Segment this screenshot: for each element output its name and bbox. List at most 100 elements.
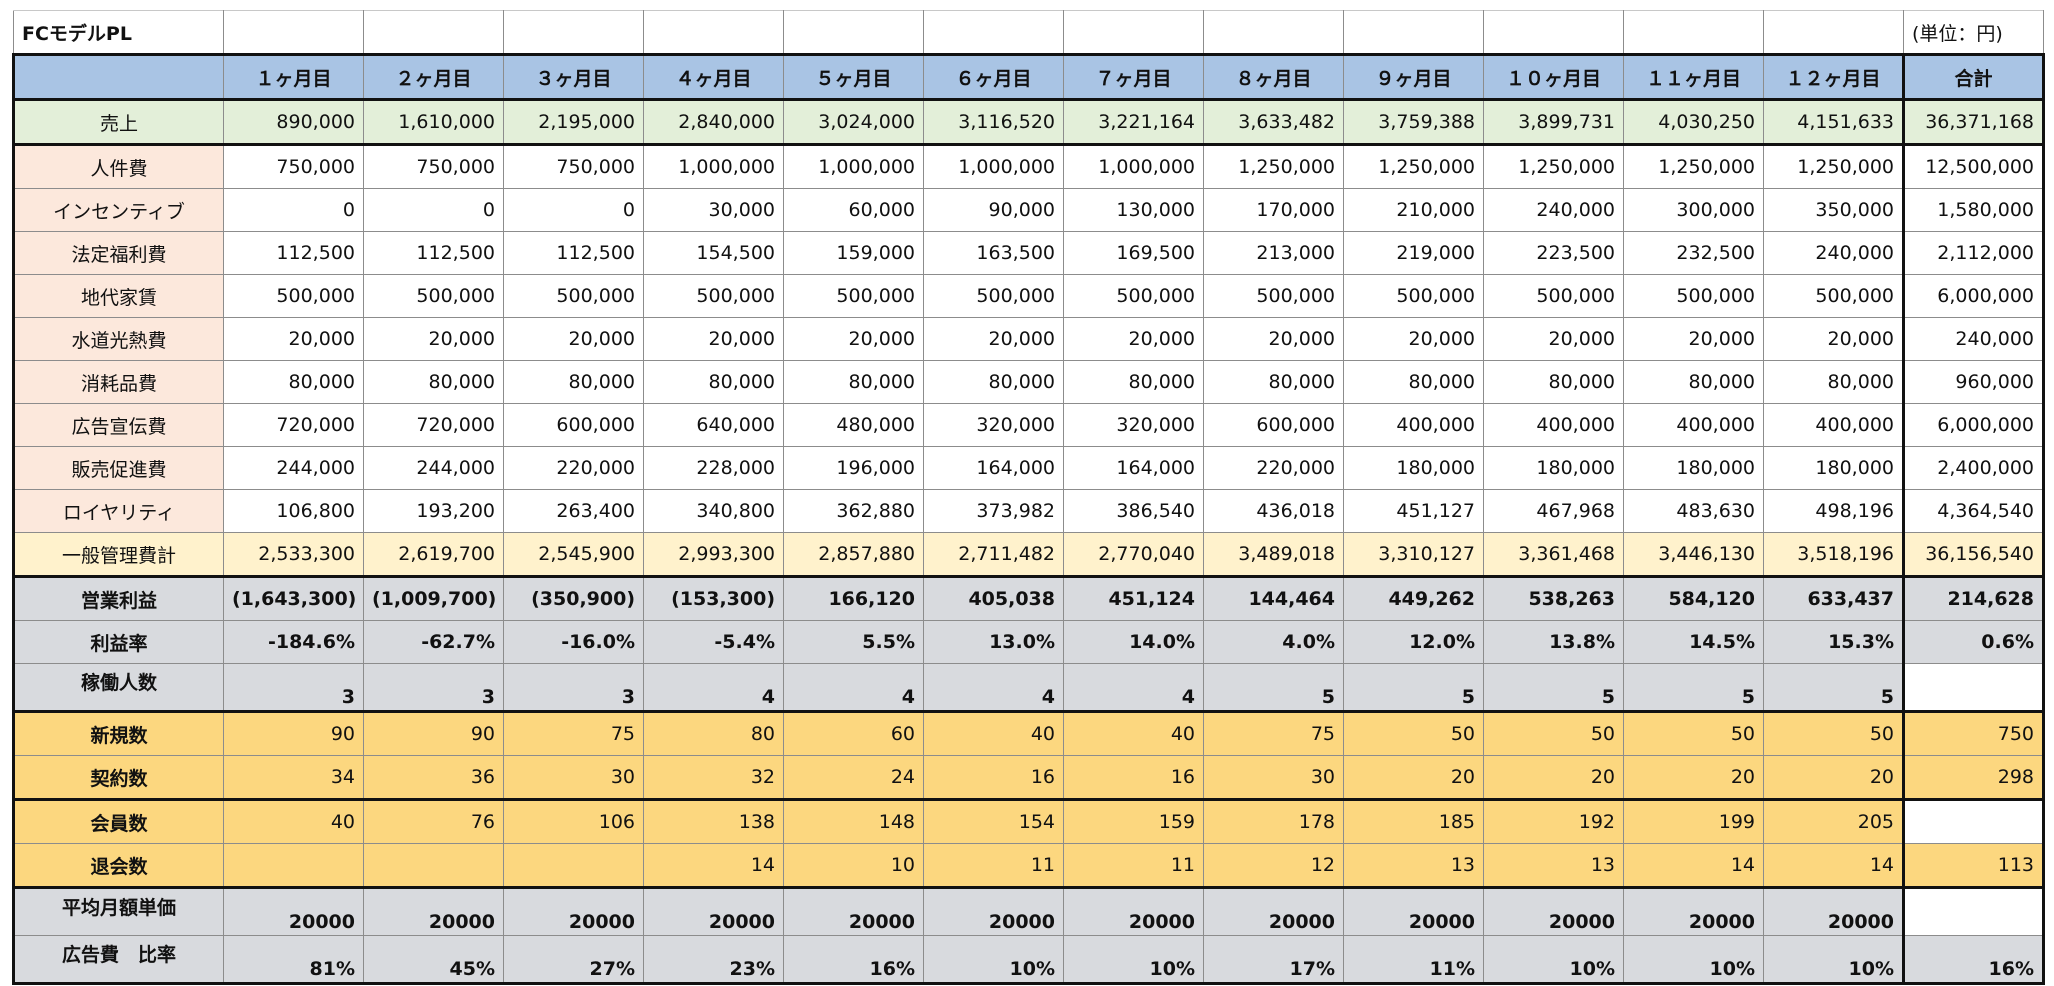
value-cell: 500,000 [643, 274, 784, 318]
value-cell: 2,840,000 [643, 99, 784, 146]
table-row: 稼働人数 3 3 3 4 4 4 4 5 5 5 5 5 [12, 663, 2045, 713]
value-cell: 11 [1063, 843, 1204, 889]
value-cell: 1,250,000 [1203, 144, 1344, 189]
value-cell: 1,000,000 [783, 144, 924, 189]
column-header-month: １ヶ月目 [223, 53, 364, 101]
value-cell: 219,000 [1343, 231, 1484, 275]
value-cell: 76 [363, 799, 504, 844]
table-row: 利益率 -184.6% -62.7% -16.0% -5.4% 5.5% 13.0% 14.0… [12, 620, 2045, 664]
value-cell: 40 [923, 711, 1064, 756]
value-cell: 1,610,000 [363, 99, 504, 146]
value-cell: 180,000 [1763, 446, 1904, 490]
value-cell: 2,857,880 [783, 532, 924, 578]
value-cell: 451,127 [1343, 489, 1484, 533]
value-cell [363, 843, 504, 889]
value-cell: 205 [1763, 799, 1904, 844]
row-label: 消耗品費 [12, 360, 224, 404]
total-cell: 2,112,000 [1902, 231, 2045, 275]
value-cell: 2,195,000 [503, 99, 644, 146]
value-cell: 3,899,731 [1483, 99, 1624, 146]
value-cell [503, 843, 644, 889]
column-header-month: ４ヶ月目 [643, 53, 784, 101]
value-cell: 10% [1063, 935, 1204, 985]
total-cell: 6,000,000 [1902, 274, 2045, 318]
value-cell: 80,000 [1203, 360, 1344, 404]
value-cell: 373,982 [923, 489, 1064, 533]
row-label: 地代家賃 [12, 274, 224, 318]
value-cell: 32 [643, 755, 784, 801]
value-cell: 500,000 [923, 274, 1064, 318]
total-cell: 6,000,000 [1902, 403, 2045, 447]
table-row: 販売促進費 244,000 244,000 220,000 228,000 196,000… [12, 446, 2045, 490]
value-cell: 166,120 [783, 576, 924, 621]
value-cell: 16% [783, 935, 924, 985]
column-header-month: ７ヶ月目 [1063, 53, 1204, 101]
value-cell: 12.0% [1343, 620, 1484, 664]
value-cell: 405,038 [923, 576, 1064, 621]
value-cell: 14 [1623, 843, 1764, 889]
value-cell: 451,124 [1063, 576, 1204, 621]
value-cell: 60 [783, 711, 924, 756]
value-cell: 80,000 [223, 360, 364, 404]
value-cell: 80,000 [783, 360, 924, 404]
value-cell: 436,018 [1203, 489, 1344, 533]
value-cell: 90 [223, 711, 364, 756]
value-cell: 20000 [1483, 887, 1624, 936]
row-label: 平均月額単価 [12, 887, 224, 936]
value-cell: 1,000,000 [643, 144, 784, 189]
value-cell: 640,000 [643, 403, 784, 447]
value-cell: 400,000 [1763, 403, 1904, 447]
column-header-total: 合計 [1902, 53, 2045, 101]
value-cell: 20,000 [1343, 317, 1484, 361]
total-cell [1902, 799, 2045, 844]
value-cell: 185 [1343, 799, 1484, 844]
row-label: 水道光熱費 [12, 317, 224, 361]
value-cell: 196,000 [783, 446, 924, 490]
value-cell: 750,000 [503, 144, 644, 189]
value-cell: (1,643,300) [223, 576, 364, 621]
value-cell: 20000 [223, 887, 364, 936]
value-cell: 1,250,000 [1483, 144, 1624, 189]
value-cell: 4 [783, 663, 924, 713]
value-cell: (153,300) [643, 576, 784, 621]
value-cell: 500,000 [1623, 274, 1764, 318]
value-cell: 169,500 [1063, 231, 1204, 275]
table-row: 消耗品費 80,000 80,000 80,000 80,000 80,000 80,000… [12, 360, 2045, 404]
value-cell: 27% [503, 935, 644, 985]
column-header-month: ２ヶ月目 [363, 53, 504, 101]
value-cell: 34 [223, 755, 364, 801]
value-cell: 584,120 [1623, 576, 1764, 621]
value-cell: 240,000 [1483, 188, 1624, 232]
total-cell: 214,628 [1902, 576, 2045, 621]
value-cell: 210,000 [1343, 188, 1484, 232]
value-cell: 2,533,300 [223, 532, 364, 578]
value-cell: 30,000 [643, 188, 784, 232]
value-cell: 20,000 [923, 317, 1064, 361]
column-header-month: １０ヶ月目 [1483, 53, 1624, 101]
value-cell: 180,000 [1483, 446, 1624, 490]
total-cell: 36,371,168 [1902, 99, 2045, 146]
column-header-month: ５ヶ月目 [783, 53, 924, 101]
value-cell: 3,024,000 [783, 99, 924, 146]
pl-table: FCモデルPL (単位：円) １ヶ月目 ２ヶ月目 ３ヶ月目 ４ヶ月目 ５ヶ月目 ６ヶ月目 ７… [12, 10, 2045, 985]
value-cell: -5.4% [643, 620, 784, 664]
table-row: インセンティブ 0 0 0 30,000 60,000 90,000 130,000 170,0… [12, 188, 2045, 232]
value-cell: 20000 [1343, 887, 1484, 936]
value-cell: 20000 [1623, 887, 1764, 936]
value-cell: 500,000 [1343, 274, 1484, 318]
value-cell: 5 [1623, 663, 1764, 713]
column-header-month: ９ヶ月目 [1343, 53, 1484, 101]
header-corner [12, 53, 224, 101]
row-label: 法定福利費 [12, 231, 224, 275]
value-cell: 10 [783, 843, 924, 889]
value-cell: 10% [923, 935, 1064, 985]
value-cell: 11% [1343, 935, 1484, 985]
value-cell: 1,000,000 [923, 144, 1064, 189]
value-cell: 0 [223, 188, 364, 232]
value-cell: 159,000 [783, 231, 924, 275]
value-cell: 400,000 [1343, 403, 1484, 447]
value-cell: (350,900) [503, 576, 644, 621]
value-cell: 36 [363, 755, 504, 801]
table-row: 広告宣伝費 720,000 720,000 600,000 640,000 480,000… [12, 403, 2045, 447]
value-cell: 45% [363, 935, 504, 985]
